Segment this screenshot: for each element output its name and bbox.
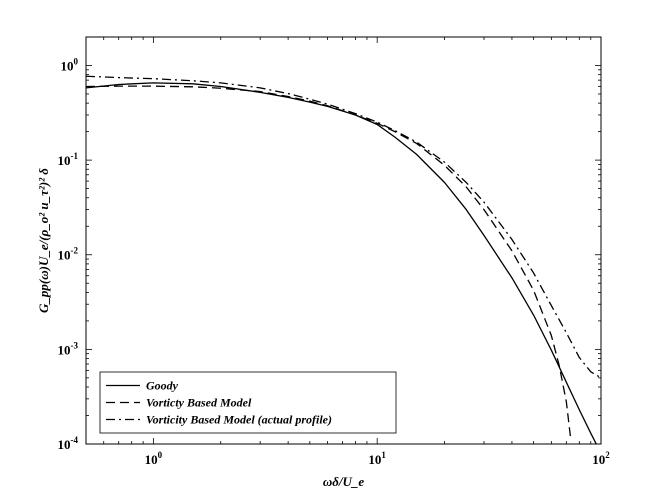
legend-label-1: Goody [146,379,179,393]
x-tick-label: 100 [145,450,163,467]
x-tick-label: 101 [368,450,386,467]
series-line-1 [86,82,598,444]
legend-label-2: Vorticty Based Model [146,396,252,410]
plot-frame [85,36,602,445]
y-tick-label: 100 [61,56,79,73]
y-axis: 10-4 10-3 10-2 10-1 100 [58,36,601,452]
y-axis-label: G_pp(ω)U_e/(ρ_o² u_τ²)² δ [36,168,51,313]
x-axis: 100 101 102 [85,37,610,467]
y-tick-label: 10-2 [58,246,79,263]
plot-border [85,36,602,445]
y-tick-label: 10-4 [58,435,79,452]
series-line-2 [86,85,572,437]
x-tick-label: 102 [592,450,610,467]
y-tick-label: 10-3 [58,340,79,357]
series-line-3 [86,75,601,379]
x-axis-label: ωδ/U_e [323,474,365,489]
y-tick-label: 10-1 [58,151,79,168]
legend-label-3: Vorticity Based Model (actual profile) [146,413,332,427]
legend: Goody Vorticty Based Model Vorticity Based… [99,371,397,434]
series-group [86,75,601,444]
legend-box [99,371,397,434]
